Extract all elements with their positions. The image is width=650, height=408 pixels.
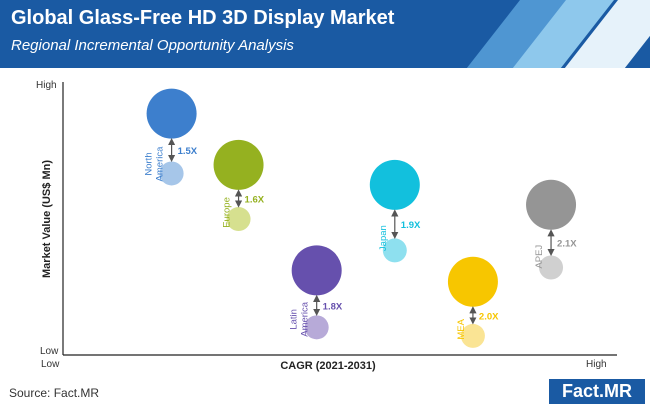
bubble-current-japan (369, 159, 420, 210)
y-tick-low: Low (40, 346, 59, 357)
region-label-line: North (144, 152, 155, 175)
region-label-europe: Europe (222, 197, 233, 228)
bubble-chart: High Low Low High CAGR (2021-2031) Marke… (36, 80, 617, 372)
region-label-north-america: NorthAmerica (144, 146, 166, 182)
header-banner: Global Glass-Free HD 3D Display Market R… (0, 0, 650, 68)
bubble-future-mea (460, 323, 485, 348)
bubble-current-apej (526, 179, 577, 230)
brand-logo: Fact.MR (549, 379, 645, 404)
region-label-line: MEA (456, 318, 467, 339)
growth-label-north-america: 1.5X (178, 146, 198, 157)
bubble-future-north-america (159, 161, 184, 186)
region-label-line: Latin (289, 309, 300, 330)
growth-label-mea: 2.0X (479, 311, 499, 322)
region-label-line: America (155, 146, 166, 182)
bubble-future-japan (382, 238, 407, 263)
bubble-current-europe (213, 139, 264, 190)
bubble-current-latin-america (291, 245, 342, 296)
region-apej: 2.1X APEJ (526, 179, 577, 280)
growth-label-latin-america: 1.8X (323, 301, 343, 312)
region-japan: 1.9X Japan (369, 159, 421, 263)
region-label-japan: Japan (378, 225, 389, 251)
brand-logo-text: Fact.MR (561, 381, 632, 401)
region-north-america: 1.5X NorthAmerica (144, 88, 198, 186)
growth-label-apej: 2.1X (557, 239, 577, 250)
region-label-mea: MEA (456, 318, 467, 339)
x-tick-high: High (586, 359, 607, 370)
region-europe: 1.6X Europe (213, 139, 265, 232)
bubble-current-mea (447, 256, 498, 307)
bubble-future-europe (226, 207, 251, 232)
source-note: Source: Fact.MR (9, 386, 100, 400)
bubble-current-north-america (146, 88, 197, 139)
x-tick-low: Low (41, 359, 60, 370)
region-label-line: Japan (378, 225, 389, 251)
region-latin-america: 1.8X LatinAmerica (289, 245, 343, 340)
region-label-line: APEJ (534, 245, 545, 269)
region-label-apej: APEJ (534, 245, 545, 269)
bubble-future-latin-america (304, 315, 329, 340)
region-label-line: America (300, 301, 311, 337)
page-title: Global Glass-Free HD 3D Display Market (11, 7, 395, 29)
growth-label-europe: 1.6X (245, 194, 265, 205)
y-tick-high: High (36, 80, 57, 91)
region-mea: 2.0X MEA (447, 256, 499, 348)
y-axis-label: Market Value (US$ Mn) (41, 160, 53, 278)
growth-label-japan: 1.9X (401, 220, 421, 231)
x-axis-label: CAGR (2021-2031) (280, 360, 376, 372)
bubble-future-apej (539, 255, 564, 280)
region-label-latin-america: LatinAmerica (289, 301, 311, 337)
region-label-line: Europe (222, 197, 233, 228)
bubble-layer: 1.5XNorthAmerica1.6XEurope1.8XLatinAmeri… (144, 88, 577, 348)
page-subtitle: Regional Incremental Opportunity Analysi… (11, 37, 294, 54)
